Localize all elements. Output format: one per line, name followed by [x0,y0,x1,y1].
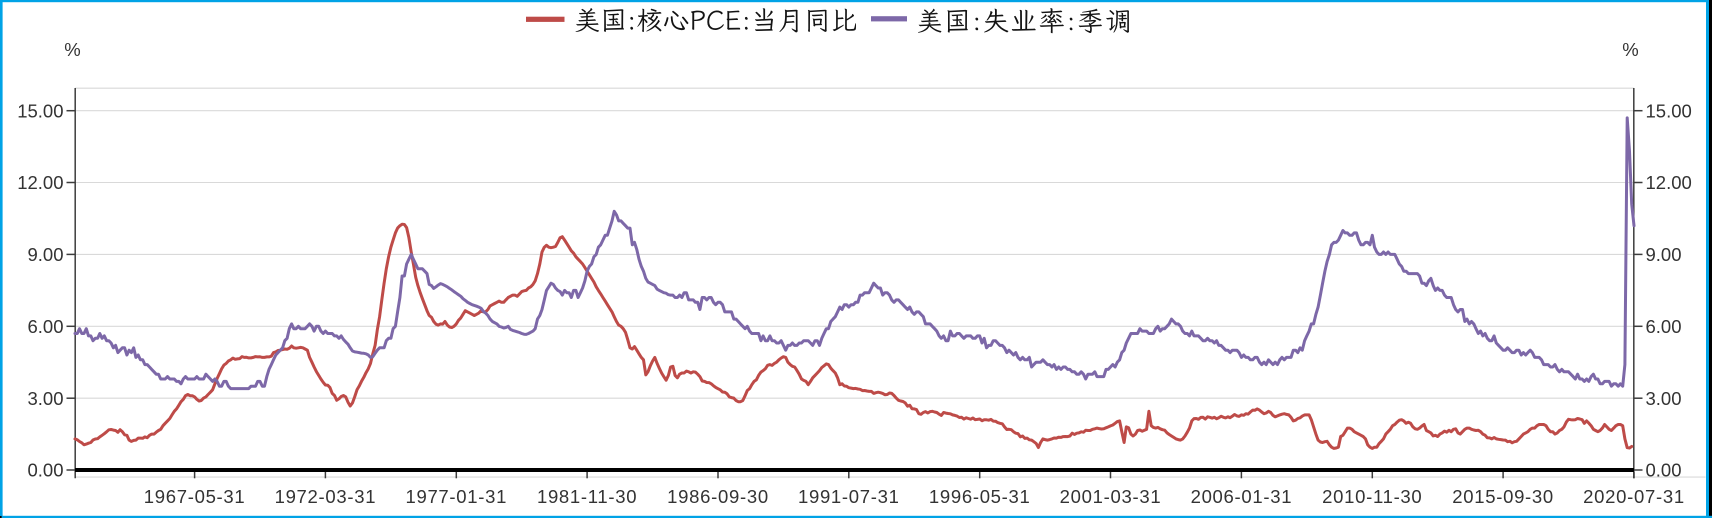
svg-text:%: % [64,39,80,60]
svg-text:15.00: 15.00 [1646,100,1692,121]
svg-text:1972-03-31: 1972-03-31 [275,486,377,507]
svg-text:2006-01-31: 2006-01-31 [1191,486,1293,507]
svg-text:12.00: 12.00 [1646,172,1692,193]
svg-text:%: % [1622,39,1638,60]
svg-text:2020-07-31: 2020-07-31 [1583,486,1685,507]
svg-text:1996-05-31: 1996-05-31 [929,486,1031,507]
svg-text:12.00: 12.00 [17,172,63,193]
svg-text:15.00: 15.00 [17,100,63,121]
svg-text:1991-07-31: 1991-07-31 [798,486,900,507]
svg-text:2001-03-31: 2001-03-31 [1060,486,1162,507]
svg-text:1986-09-30: 1986-09-30 [667,486,769,507]
svg-text:1967-05-31: 1967-05-31 [144,486,246,507]
svg-text:2010-11-30: 2010-11-30 [1322,486,1422,507]
svg-text:3.00: 3.00 [1646,388,1682,409]
svg-text:3.00: 3.00 [27,388,63,409]
svg-text:2015-09-30: 2015-09-30 [1452,486,1554,507]
svg-text:9.00: 9.00 [1646,244,1682,265]
svg-text:0.00: 0.00 [1646,460,1682,481]
svg-text:1981-11-30: 1981-11-30 [537,486,637,507]
svg-text:9.00: 9.00 [27,244,63,265]
svg-text:6.00: 6.00 [1646,316,1682,337]
svg-text:6.00: 6.00 [27,316,63,337]
svg-text:1977-01-31: 1977-01-31 [405,486,507,507]
svg-text:0.00: 0.00 [27,460,63,481]
